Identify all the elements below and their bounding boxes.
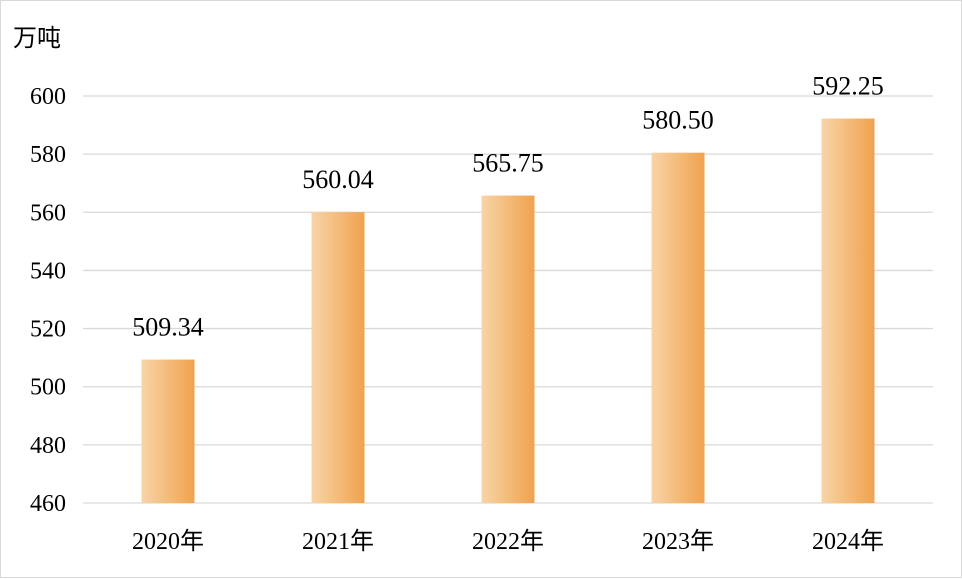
y-tick-label: 460 [30,491,66,517]
y-tick-label: 500 [30,375,66,401]
y-tick-label: 480 [30,433,66,459]
data-labels: 509.34 560.04 565.75 580.50 592.25 [132,72,884,342]
y-tick-label: 540 [30,258,66,284]
y-tick-label: 600 [30,84,66,110]
bar-2024年 [821,118,875,503]
bar-2020年 [141,359,195,503]
x-axis-ticks: 2020年 2021年 2022年 2023年 2024年 [132,528,884,555]
bar-2023年 [651,152,705,504]
y-tick-label: 560 [30,200,66,226]
x-tick-label: 2021年 [302,528,374,555]
y-tick-label: 580 [30,142,66,168]
bar-2022年 [481,195,535,503]
bar-2021年 [311,212,365,503]
data-label: 580.50 [642,106,714,135]
data-label: 565.75 [472,149,544,178]
y-axis-unit-label: 万吨 [13,24,61,52]
bars [141,118,875,504]
x-tick-label: 2024年 [812,528,884,555]
x-tick-label: 2022年 [472,528,544,555]
y-tick-label: 520 [30,317,66,343]
x-tick-label: 2020年 [132,528,204,555]
data-label: 509.34 [132,313,204,342]
x-tick-label: 2023年 [642,528,714,555]
data-label: 592.25 [812,72,884,101]
y-axis-ticks: 460 480 500 520 540 560 580 600 [30,84,66,517]
data-label: 560.04 [302,165,374,194]
